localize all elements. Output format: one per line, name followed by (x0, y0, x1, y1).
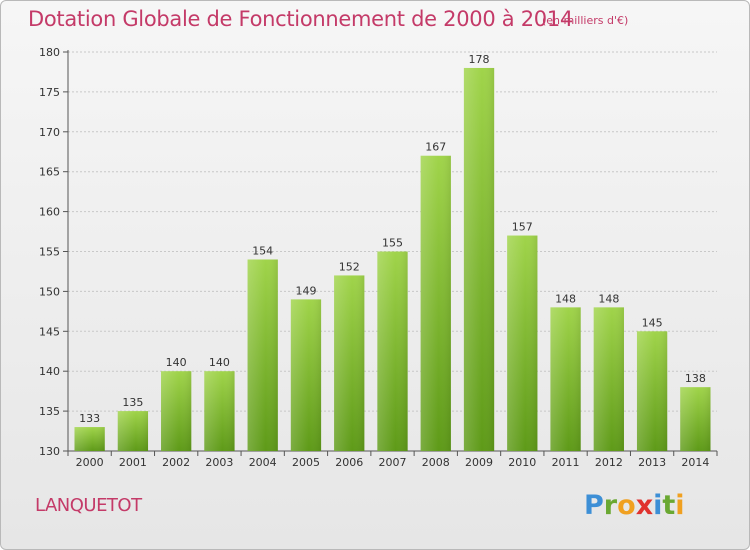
data-label: 155 (382, 237, 403, 250)
x-tick-label: 2000 (76, 456, 104, 469)
data-label: 140 (209, 356, 230, 369)
x-tick-label: 2003 (205, 456, 233, 469)
y-tick-label: 135 (39, 405, 60, 418)
data-label: 167 (425, 141, 446, 154)
x-tick-label: 2011 (552, 456, 580, 469)
chart-title: Dotation Globale de Fonctionnement de 20… (28, 7, 573, 31)
bar-shade (463, 67, 495, 452)
data-label: 148 (555, 292, 576, 305)
logo-letter: r (603, 490, 618, 521)
data-label: 135 (122, 396, 143, 409)
data-label: 145 (642, 316, 663, 329)
bar-shade (636, 331, 668, 451)
bar-shade (593, 307, 624, 451)
y-tick-label: 145 (39, 325, 60, 338)
y-tick-label: 170 (39, 126, 60, 139)
x-tick-label: 2007 (379, 456, 407, 469)
data-label: 152 (339, 260, 360, 273)
chart-unit-note: (en milliers d'€) (542, 14, 629, 27)
x-tick-label: 2006 (335, 456, 363, 469)
logo-letter: i (675, 490, 685, 521)
commune-name: LANQUETOT (35, 495, 142, 516)
bar-shade (117, 411, 149, 451)
data-label: 157 (512, 221, 533, 234)
bar-shade (161, 371, 192, 451)
x-tick-label: 2012 (595, 456, 623, 469)
y-tick-label: 140 (39, 365, 60, 378)
logo-letter: P (584, 490, 604, 521)
proxiti-logo: Proxiti (584, 490, 685, 521)
bar-shade (204, 371, 235, 451)
logo-letter: x (635, 490, 654, 521)
y-tick-label: 155 (39, 246, 60, 259)
logo-letter: t (662, 490, 676, 521)
data-label: 133 (79, 412, 100, 425)
bar-shade (377, 251, 408, 451)
x-tick-label: 2001 (119, 456, 147, 469)
x-tick-label: 2008 (422, 456, 450, 469)
y-tick-label: 165 (39, 166, 60, 179)
y-tick-label: 160 (39, 206, 60, 219)
bar-shade (334, 275, 365, 451)
bar-shade (290, 299, 322, 451)
data-label: 149 (295, 284, 316, 297)
bar-shade (550, 307, 581, 451)
x-tick-label: 2004 (249, 456, 277, 469)
x-tick-label: 2013 (638, 456, 666, 469)
x-tick-label: 2005 (292, 456, 320, 469)
data-label: 138 (685, 372, 706, 385)
logo-letter: o (617, 490, 636, 521)
data-label: 148 (598, 292, 619, 305)
bar-shade (74, 427, 105, 451)
x-tick-label: 2010 (508, 456, 536, 469)
y-tick-label: 150 (39, 285, 60, 298)
x-tick-label: 2002 (162, 456, 190, 469)
data-label: 178 (469, 53, 490, 66)
y-tick-label: 180 (39, 46, 60, 59)
bar-shade (507, 235, 538, 451)
data-label: 154 (252, 244, 273, 257)
bar-shade (680, 387, 711, 451)
data-label: 140 (166, 356, 187, 369)
logo-letter: i (653, 490, 663, 521)
bar-shade (420, 155, 451, 452)
y-tick-label: 130 (39, 445, 60, 458)
x-tick-label: 2014 (681, 456, 709, 469)
y-tick-label: 175 (39, 86, 60, 99)
x-tick-label: 2009 (465, 456, 493, 469)
bar-shade (247, 259, 278, 451)
